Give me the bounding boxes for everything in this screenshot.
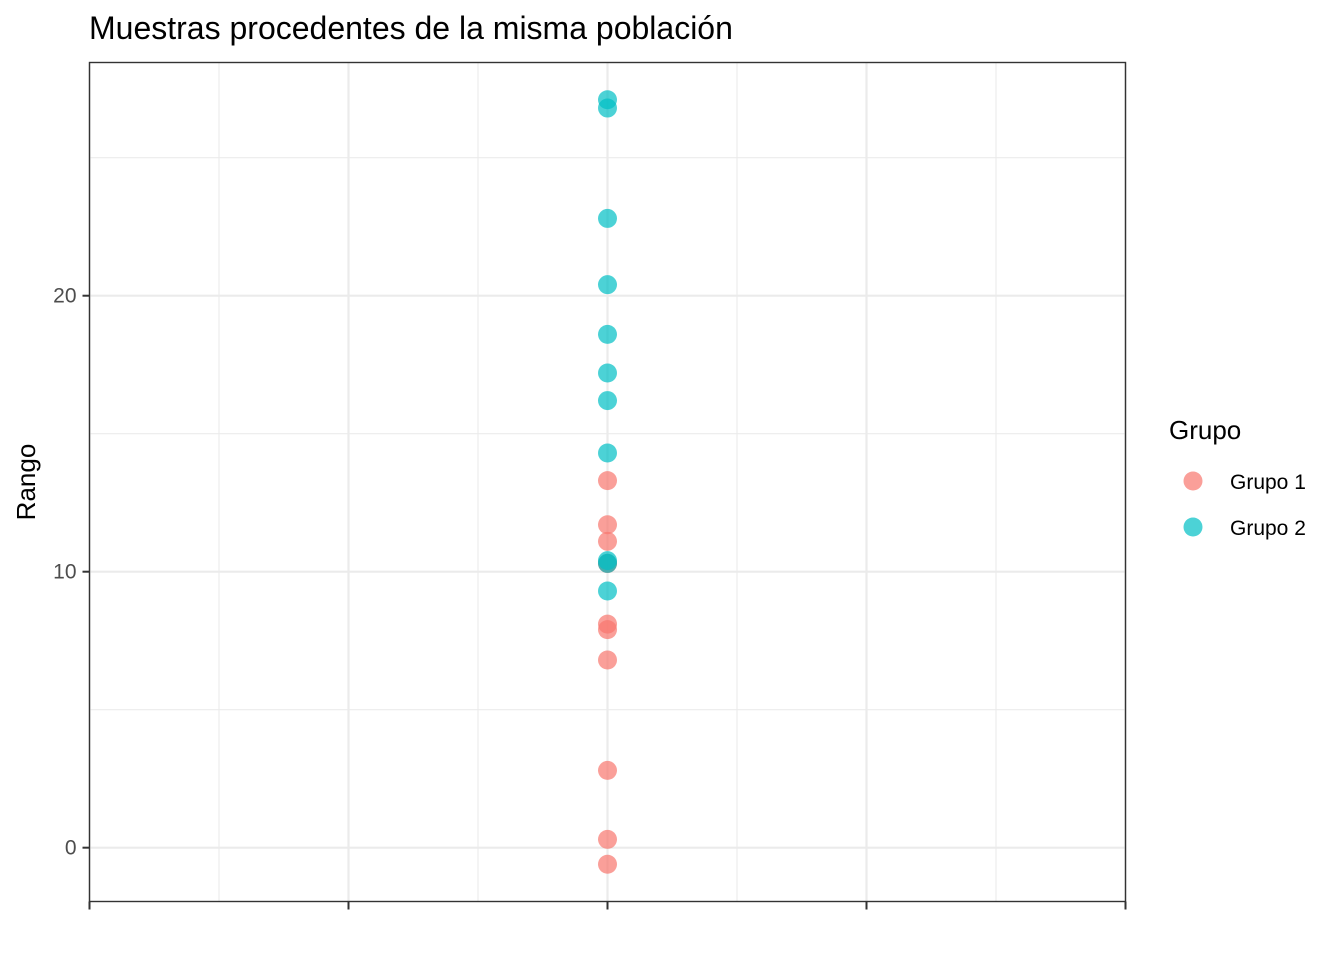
legend-items: Grupo 1 Grupo 2 xyxy=(1183,471,1306,540)
legend: Grupo Grupo 1 Grupo 2 xyxy=(1169,415,1306,540)
data-point-series-2 xyxy=(598,581,617,601)
data-point-series-1 xyxy=(598,620,617,640)
legend-label-1: Grupo 1 xyxy=(1230,471,1306,494)
legend-label-2: Grupo 2 xyxy=(1230,517,1306,540)
data-point-series-2 xyxy=(598,363,617,383)
x-axis xyxy=(88,901,1127,910)
data-point-series-1 xyxy=(598,531,617,551)
data-point-series-2 xyxy=(598,324,617,344)
data-point-series-1 xyxy=(598,829,617,849)
data-point-series-2 xyxy=(598,443,617,463)
data-point-series-1 xyxy=(598,650,617,670)
y-tick-label: 10 xyxy=(53,561,76,584)
data-point-series-2 xyxy=(598,275,617,295)
y-tick-label: 0 xyxy=(65,837,77,860)
data-point-series-2 xyxy=(598,208,617,228)
chart-title: Muestras procedentes de la misma poblaci… xyxy=(89,10,733,46)
data-point-series-2 xyxy=(598,553,617,573)
y-axis: 0 10 20 xyxy=(53,285,90,860)
data-point-series-1 xyxy=(598,471,617,491)
legend-key-1 xyxy=(1183,471,1203,491)
data-point-series-2 xyxy=(598,391,617,411)
data-point-series-1 xyxy=(598,760,617,780)
legend-title: Grupo xyxy=(1169,415,1241,445)
data-point-series-2 xyxy=(598,98,617,118)
y-tick-label: 20 xyxy=(53,285,76,308)
data-point-series-1 xyxy=(598,515,617,535)
data-point-series-1 xyxy=(598,854,617,874)
legend-key-2 xyxy=(1183,517,1203,537)
y-axis-title: Rango xyxy=(11,444,41,521)
data-points xyxy=(598,90,617,874)
